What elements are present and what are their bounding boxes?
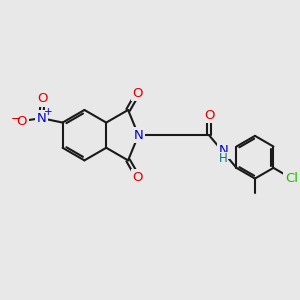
Text: N: N	[36, 112, 46, 124]
Text: O: O	[17, 115, 27, 128]
Text: O: O	[133, 171, 143, 184]
Text: Cl: Cl	[285, 172, 298, 185]
Text: N: N	[218, 144, 228, 158]
Text: O: O	[38, 92, 48, 105]
Text: N: N	[134, 129, 143, 142]
Text: H: H	[219, 152, 228, 165]
Text: O: O	[204, 109, 214, 122]
Text: +: +	[44, 107, 53, 117]
Text: O: O	[133, 87, 143, 100]
Text: −: −	[11, 113, 21, 126]
